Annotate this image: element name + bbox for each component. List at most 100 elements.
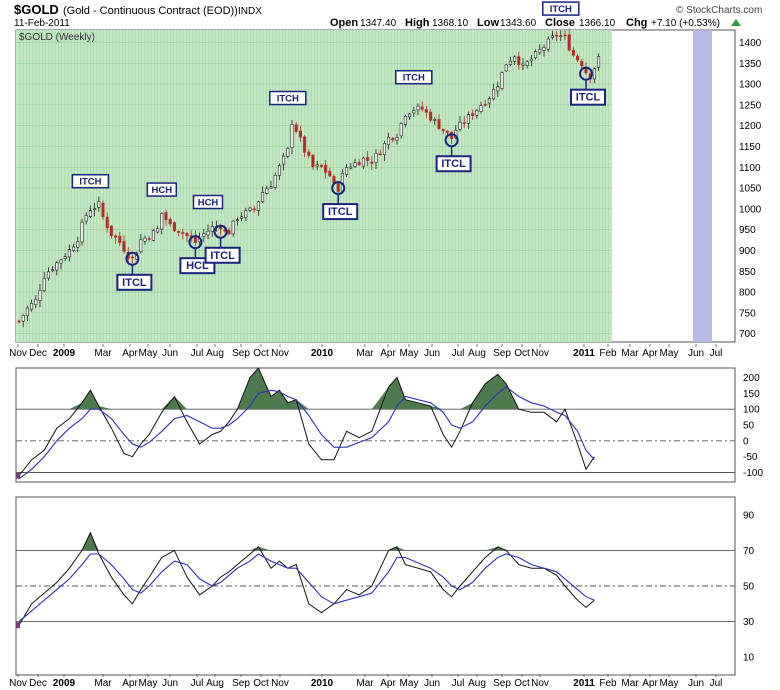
candle-body <box>496 86 500 92</box>
candle-body <box>164 212 168 220</box>
candle-body <box>315 164 319 167</box>
x-axis-label: Jul <box>710 348 723 359</box>
candle-body <box>38 290 42 301</box>
annotation-box <box>71 173 110 189</box>
candle-body <box>500 72 504 89</box>
candle-body <box>336 183 340 192</box>
x-axis-label: Sep <box>493 348 511 359</box>
x-axis-label: May <box>660 348 679 359</box>
candle-body <box>361 157 365 167</box>
x-axis-label: Sep <box>493 678 511 689</box>
x-axis-label: Feb <box>599 678 617 689</box>
x-axis-label: Apr <box>642 678 658 689</box>
x-axis-label: Jun <box>424 348 440 359</box>
candle-body <box>252 208 256 211</box>
candle-body <box>504 64 508 72</box>
candle-body <box>525 61 529 66</box>
x-axis-label: May <box>660 678 679 689</box>
candle-body <box>550 35 554 38</box>
x-axis-label: Nov <box>271 678 289 689</box>
x-axis-label: 2011 <box>573 678 595 689</box>
series-line <box>18 531 595 626</box>
candle-body <box>433 119 437 121</box>
candle-body <box>202 233 206 237</box>
x-axis-label: Jun <box>688 348 704 359</box>
candle-body <box>109 225 113 236</box>
candle-body <box>42 277 46 291</box>
candle-body <box>483 103 487 106</box>
candle-body <box>592 68 596 80</box>
candle-body <box>441 129 445 131</box>
candle-body <box>298 130 302 138</box>
forecast-band <box>693 30 712 342</box>
up-arrow-icon <box>731 19 741 26</box>
signal-line <box>18 553 595 623</box>
x-axis-label: Apr <box>380 678 396 689</box>
x-axis-label: Jul <box>191 348 204 359</box>
candle-body <box>101 202 105 218</box>
candle-body <box>563 34 567 37</box>
candle-body <box>97 201 101 208</box>
candle-body <box>382 143 386 155</box>
x-axis-label: Jun <box>424 678 440 689</box>
x-axis-label: Apr <box>642 348 658 359</box>
candle-body <box>370 161 374 164</box>
candle-body <box>420 106 424 110</box>
price-tick-label: 1400 <box>739 38 762 49</box>
candle-body <box>597 56 601 68</box>
annotation-label: ITCL <box>210 250 235 262</box>
candle-body <box>286 148 290 157</box>
candle-body <box>429 112 433 121</box>
x-axis-label: Mar <box>621 678 639 689</box>
price-tick-label: 1200 <box>739 121 762 132</box>
annotation-label: ITCH <box>550 4 572 15</box>
candle-body <box>353 162 357 167</box>
candle-body <box>450 131 454 139</box>
candle-body <box>290 123 294 148</box>
price-tick-label: 900 <box>739 246 756 257</box>
price-tick-label: 1050 <box>739 184 762 195</box>
x-axis-label: 2009 <box>53 348 76 359</box>
candle-body <box>206 230 210 236</box>
candle-body <box>181 232 185 234</box>
annotation-label: HCH <box>152 185 173 196</box>
candle-body <box>471 113 475 116</box>
candle-body <box>261 192 265 202</box>
close-label: Close <box>545 17 575 29</box>
candle-body <box>219 226 223 230</box>
annotation-label: ITCH <box>79 177 101 188</box>
candle-body <box>559 35 563 38</box>
candle-body <box>168 218 172 225</box>
price-tick-label: 1150 <box>739 142 761 153</box>
candle-body <box>466 114 470 124</box>
indicator-tick-label: -100 <box>743 468 763 479</box>
candle-body <box>265 188 269 194</box>
candle-body <box>517 56 521 66</box>
candle-body <box>143 237 147 242</box>
candle-body <box>114 235 118 238</box>
low-value: 1343.60 <box>500 18 537 29</box>
candle-body <box>248 207 252 211</box>
candle-body <box>59 259 63 264</box>
x-axis-label: Nov <box>271 348 289 359</box>
candle-body <box>399 123 403 137</box>
chg-value: +7.10 (+0.53%) <box>651 18 720 29</box>
candle-body <box>51 269 55 271</box>
x-axis-label: Nov <box>531 348 549 359</box>
candle-body <box>277 165 281 176</box>
x-axis-label: Jul <box>191 678 204 689</box>
candle-body <box>177 231 181 233</box>
annotation-box <box>116 273 153 291</box>
candle-body <box>387 137 391 145</box>
x-axis-label: Apr <box>122 678 138 689</box>
indicator-tick-label: -50 <box>743 452 758 463</box>
indicator-tick-label: 90 <box>743 510 755 521</box>
rsi-panel: 90 70 50 30 10 <box>15 496 755 676</box>
annotation-label: ITCH <box>277 94 299 105</box>
open-value: 1347.40 <box>360 18 397 29</box>
x-axis-label: Oct <box>253 678 269 689</box>
chg-label: Chg <box>626 17 647 29</box>
x-axis-label: Apr <box>122 348 138 359</box>
candle-body <box>55 262 59 271</box>
x-axis-label: Mar <box>94 678 112 689</box>
